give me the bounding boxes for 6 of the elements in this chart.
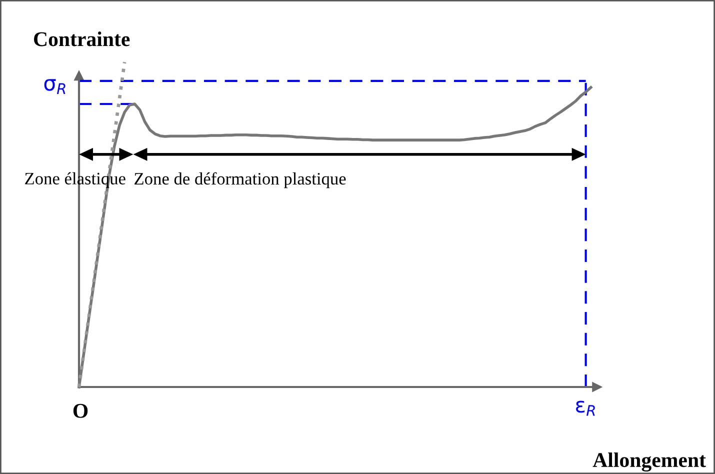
y-axis-title: Contrainte [34, 32, 130, 46]
text: ε$_{R}$ [576, 400, 595, 416]
x-axis-title: Allongement [592, 452, 706, 472]
ref-line-label: σ$_{R}$ [44, 79, 66, 94]
annotation: Zone de déformation plastique [134, 172, 346, 188]
text: O [73, 404, 88, 418]
